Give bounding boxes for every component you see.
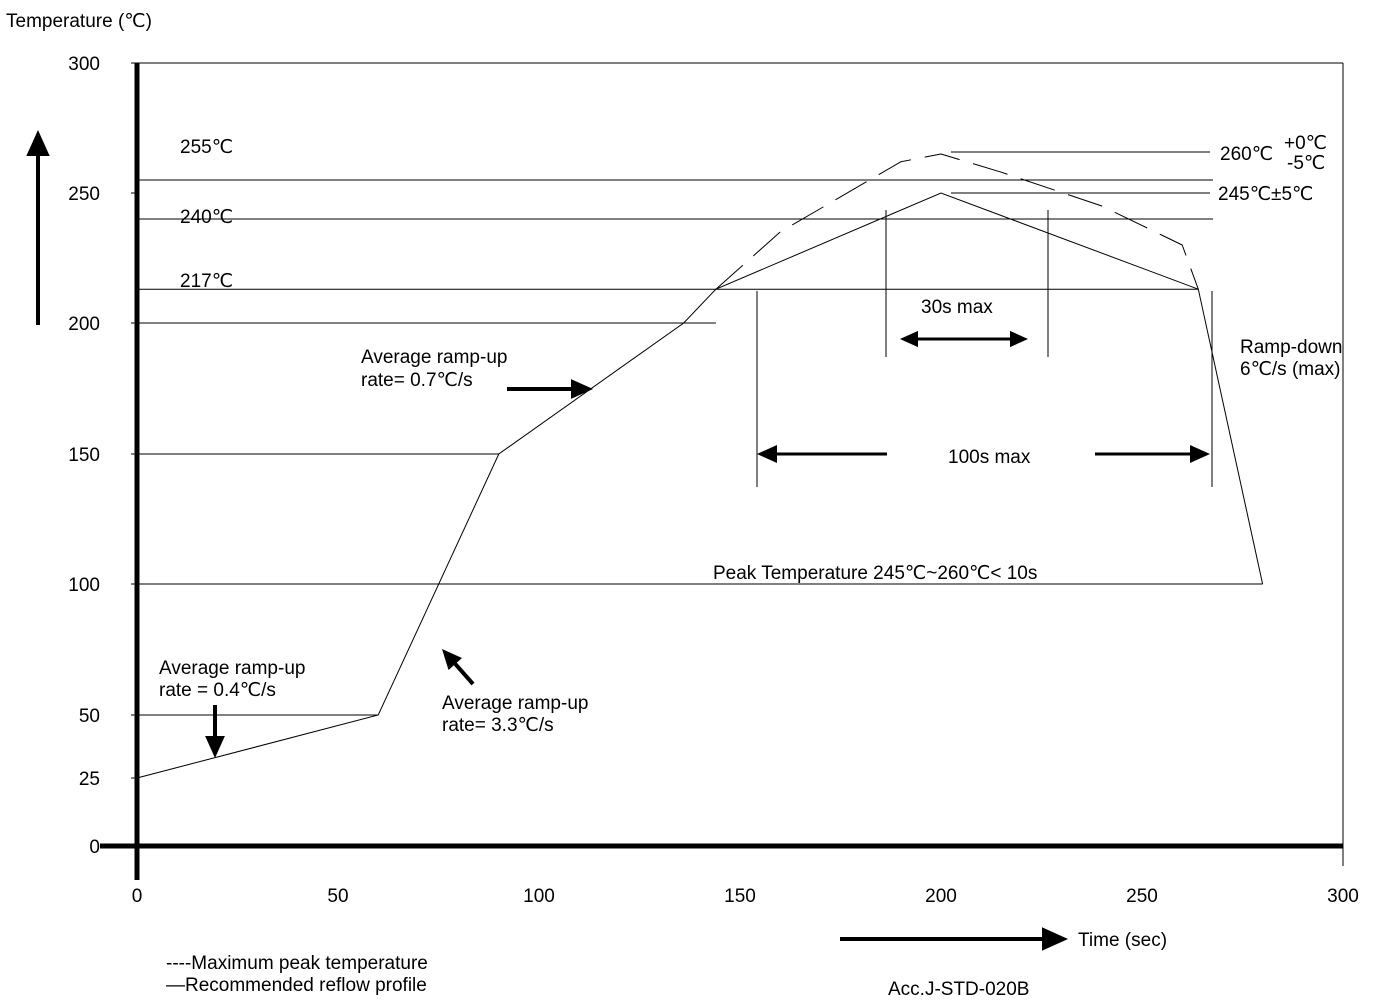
legend-solid-entry: —Recommended reflow profile [166, 975, 427, 996]
legend-dashed-entry: ----Maximum peak temperature [166, 953, 428, 974]
window-100s-label: 100s max [948, 447, 1031, 468]
y-tick-label: 150 [68, 445, 100, 466]
ramp-07-arrow-head [571, 379, 593, 399]
reference-lines [137, 151, 1263, 716]
ramp-07-line1: Average ramp-up [361, 347, 507, 368]
ramp-04-line2: rate = 0.4℃/s [159, 680, 276, 701]
x-tick-label: 200 [925, 886, 957, 907]
peak-260-label: 260℃ [1220, 144, 1273, 165]
window-30s-arrow-right [964, 330, 1028, 348]
ref-label-240: 240℃ [180, 207, 233, 228]
x-tick-label: 150 [724, 886, 756, 907]
x-direction-arrow-head [1042, 927, 1068, 951]
y-tick-label: 300 [68, 54, 100, 75]
ramp-04-line1: Average ramp-up [159, 658, 305, 679]
y-tick-label: 50 [79, 706, 100, 727]
window-100s-arrow-right [1095, 445, 1210, 463]
peak-plus-label: +0℃ [1284, 133, 1327, 154]
x-tick-label: 0 [132, 886, 143, 907]
ramp-33-arrow [442, 649, 475, 686]
ref-label-255: 255℃ [180, 137, 233, 158]
x-axis-label: Time (sec) [1078, 930, 1167, 951]
y-tick-label: 250 [68, 184, 100, 205]
ramp-down-line1: Ramp-down [1240, 337, 1342, 358]
ramp-07-line2: rate= 0.7℃/s [361, 370, 473, 391]
peak-minus-label: -5℃ [1287, 153, 1325, 174]
window-100s-arrow-right-head [1190, 445, 1210, 463]
ramp-down-line2: 6℃/s (max) [1240, 359, 1341, 380]
window-100s-arrow-left [757, 445, 887, 463]
window-30s-arrow-left [900, 330, 964, 348]
x-tick-label: 100 [523, 886, 555, 907]
standard-reference: Acc.J-STD-020B [888, 979, 1029, 1000]
ramp-33-line2: rate= 3.3℃/s [442, 715, 554, 736]
x-direction-arrow [840, 927, 1068, 951]
y-direction-arrow [26, 130, 50, 325]
x-tick-label: 50 [327, 886, 348, 907]
annotations [26, 130, 1213, 951]
ramp-33-arrow-shaft [453, 662, 475, 686]
window-100s-arrow-left-head [757, 445, 777, 463]
peak-temperature-note: Peak Temperature 245℃~260℃< 10s [713, 563, 1037, 584]
series-max-peak-line [715, 153, 1199, 290]
window-30s-arrow-left-head [900, 330, 918, 348]
window-30s-label: 30s max [921, 297, 993, 318]
ramp-33-arrow-head [442, 649, 462, 670]
ramp-04-arrow [205, 705, 225, 758]
y-tick-label: 100 [68, 575, 100, 596]
axes [100, 62, 1343, 880]
y-tick-label: 25 [79, 769, 100, 790]
plot-frame [137, 62, 1344, 866]
y-axis-label: Temperature (℃) [6, 11, 152, 32]
tick-labels: 0 25 50 100 150 200 250 300 0 50 100 150 200 250 300 [68, 54, 1359, 907]
ramp-04-arrow-head [205, 736, 225, 758]
x-tick-label: 300 [1327, 886, 1359, 907]
series-layer [136, 153, 1264, 779]
y-tick-label: 200 [68, 314, 100, 335]
ramp-07-arrow [507, 379, 593, 399]
y-tick-label: 0 [89, 837, 100, 858]
ref-label-217: 217℃ [180, 271, 233, 292]
x-tick-label: 250 [1126, 886, 1158, 907]
y-direction-arrow-head [26, 130, 50, 156]
window-30s-arrow-right-head [1010, 330, 1028, 348]
ramp-33-line1: Average ramp-up [442, 693, 588, 714]
series-reflow-profile-line [136, 192, 1264, 779]
peak-245-label: 245℃±5℃ [1218, 184, 1313, 205]
